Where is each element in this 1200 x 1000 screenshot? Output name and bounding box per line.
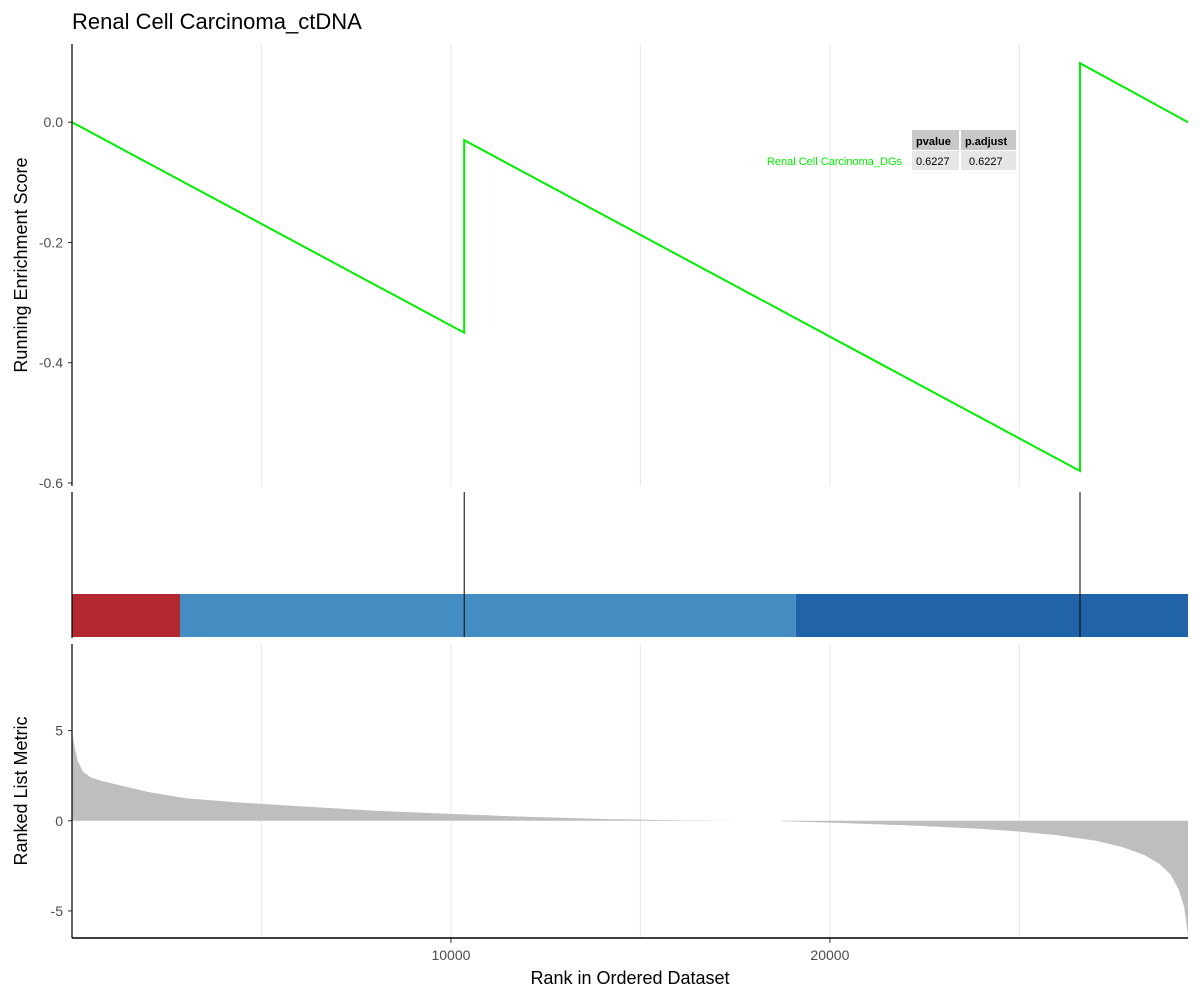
metric-gridlines (260, 644, 1020, 938)
x-axis-title: Rank in Ordered Dataset (530, 968, 729, 988)
chart-title: Renal Cell Carcinoma_ctDNA (72, 9, 362, 34)
rank-bands (72, 594, 1188, 637)
stats-cell-padjust: 0.6227 (969, 156, 1003, 168)
stats-table: pvalue p.adjust Renal Cell Carcinoma_DGs… (767, 130, 1016, 170)
metric-y-axis-title: Ranked List Metric (11, 716, 31, 865)
stats-cell-bg-padjust (961, 151, 1016, 170)
metric-y-tick-label: -5 (51, 903, 64, 919)
x-ticks: 10000 20000 (431, 938, 850, 963)
x-tick-label: 20000 (810, 947, 849, 963)
es-y-tick-label: -0.4 (39, 355, 63, 371)
es-y-axis-title: Running Enrichment Score (11, 157, 31, 372)
ranked-metric-panel: 5 0 -5 10000 20000 Ranked List Metric Rank … (11, 644, 1188, 988)
es-y-tick-label: -0.2 (39, 234, 63, 250)
metric-y-tick-label: 0 (55, 813, 63, 829)
stats-header-bg-padjust (961, 130, 1016, 150)
es-gridlines (260, 44, 1020, 486)
rank-band (72, 594, 180, 637)
rank-band (180, 594, 796, 637)
stats-row-name: Renal Cell Carcinoma_DGs (767, 156, 903, 168)
hits-panel (71, 492, 1188, 638)
stats-cell-bg-pvalue (912, 151, 959, 170)
metric-y-ticks: 5 0 -5 (51, 723, 72, 919)
es-y-ticks: 0.0 -0.2 -0.4 -0.6 (39, 114, 72, 491)
running-es-panel: 0.0 -0.2 -0.4 -0.6 Running Enrichment Score… (11, 44, 1189, 491)
stats-header-pvalue: pvalue (916, 136, 951, 148)
es-y-tick-label: -0.6 (39, 475, 63, 491)
hit-lines (463, 492, 1081, 637)
stats-header-bg-pvalue (912, 130, 959, 150)
rank-band (795, 594, 1188, 637)
stats-header-padjust: p.adjust (965, 136, 1008, 148)
running-es-line (71, 61, 1189, 473)
x-tick-label: 10000 (431, 947, 470, 963)
metric-y-tick-label: 5 (55, 723, 63, 739)
stats-cell-pvalue: 0.6227 (916, 156, 950, 168)
ranked-metric-area (72, 732, 1188, 937)
es-y-tick-label: 0.0 (44, 114, 64, 130)
